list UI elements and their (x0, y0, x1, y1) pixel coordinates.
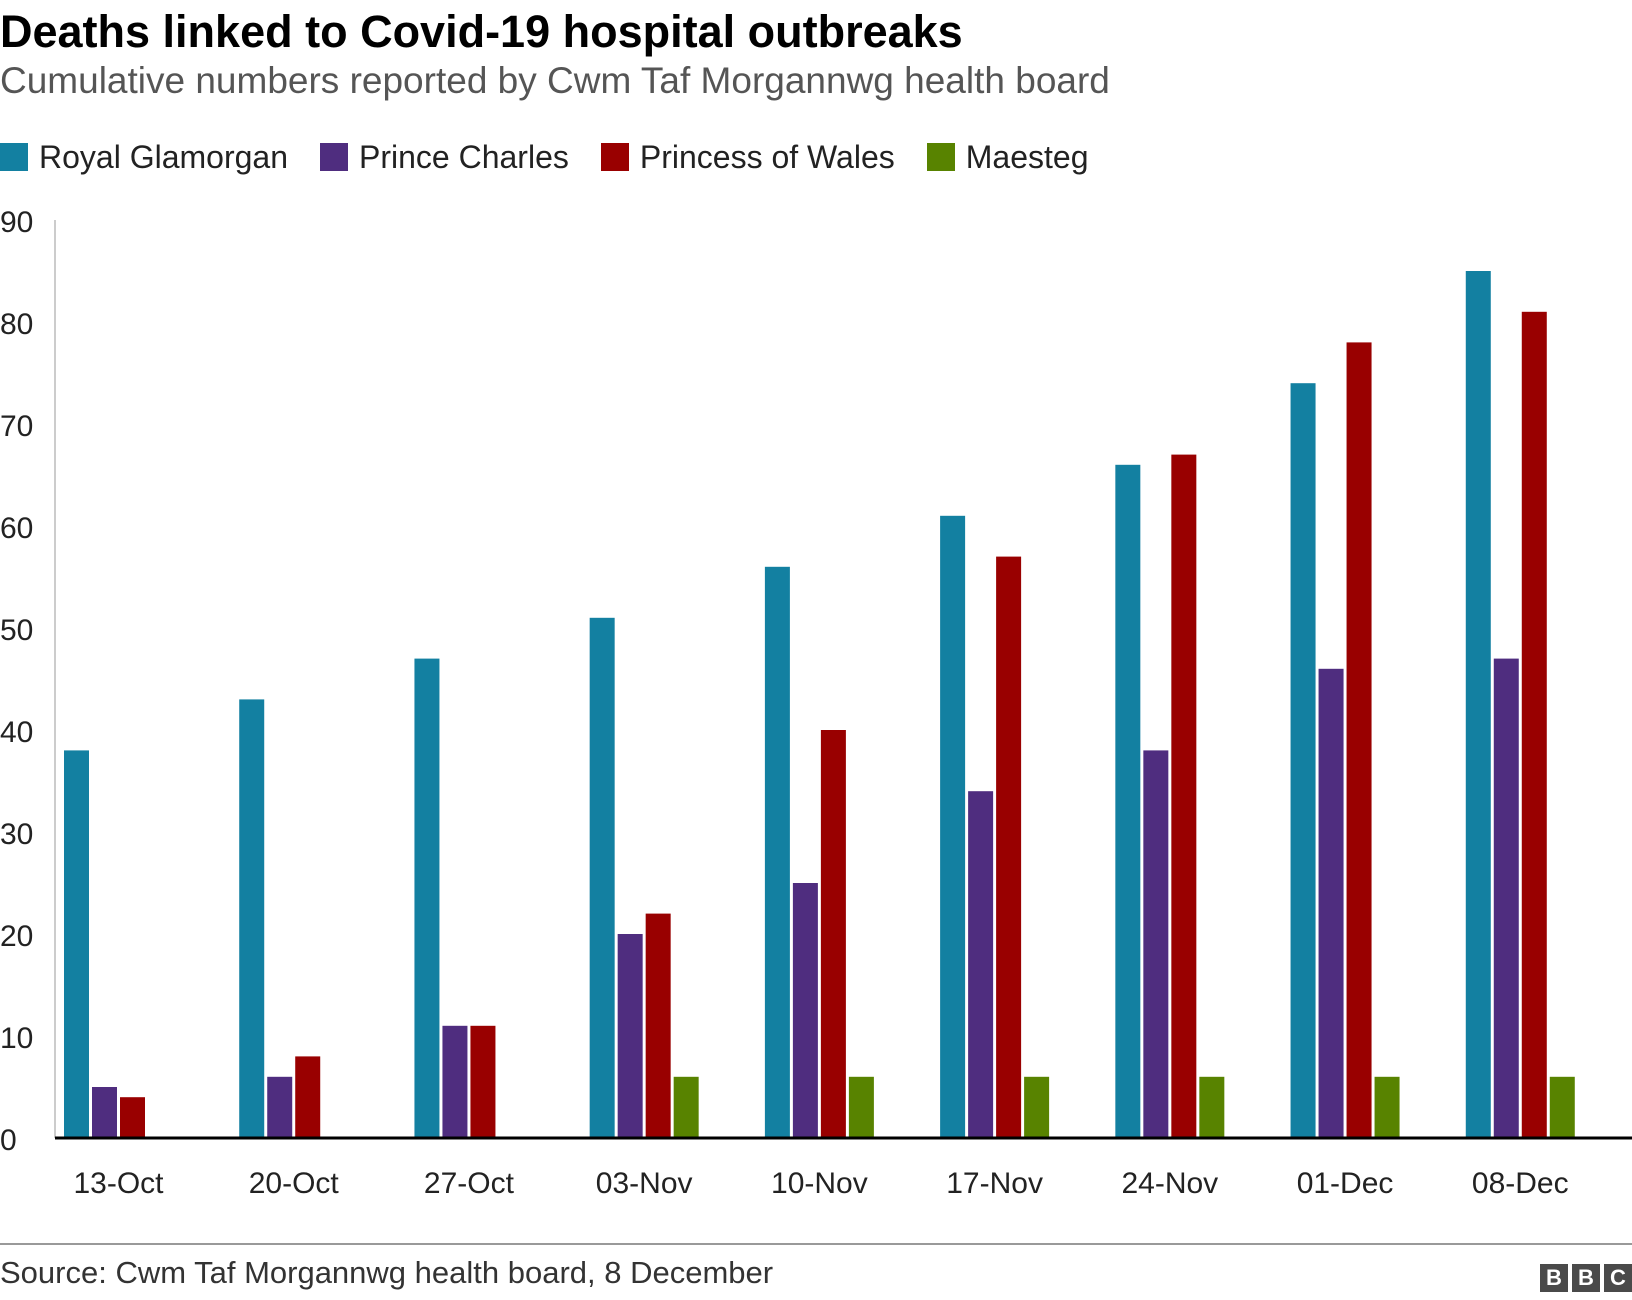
legend-label-royal-glamorgan: Royal Glamorgan (39, 138, 288, 175)
legend-swatch-prince-charles (320, 143, 348, 171)
legend-swatch-princess-of-wales (600, 143, 629, 171)
legend-item-prince-charles: Prince Charles (320, 139, 569, 176)
bar-maesteg-03-Nov (673, 1076, 699, 1138)
bar-royal-glamorgan-17-Nov (940, 515, 966, 1138)
legend-label-prince-charles: Prince Charles (359, 138, 569, 175)
x-tick-label-27-Oct: 27-Oct (424, 1167, 515, 1200)
y-tick-label-0: 0 (0, 1124, 17, 1157)
legend-label-princess-of-wales: Princess of Wales (639, 138, 895, 175)
bar-princess-of-wales-20-Oct (295, 1056, 321, 1138)
x-tick-label-08-Dec: 08-Dec (1472, 1167, 1569, 1200)
source-note: Source: Cwm Taf Morgannwg health board, … (0, 1255, 774, 1290)
x-tick-label-17-Nov: 17-Nov (946, 1167, 1043, 1200)
legend-item-princess-of-wales: Princess of Wales (600, 138, 895, 176)
chart-subtitle: Cumulative numbers reported by Cwm Taf M… (0, 60, 1110, 101)
bar-princess-of-wales-08-Dec (1521, 311, 1547, 1138)
bar-prince-charles-20-Oct (267, 1076, 293, 1138)
bar-prince-charles-13-Oct (92, 1087, 117, 1138)
bar-royal-glamorgan-24-Nov (1115, 464, 1141, 1138)
legend: Royal Glamorgan Prince Charles Princess … (0, 137, 1120, 177)
bar-prince-charles-17-Nov (968, 791, 994, 1138)
x-tick-label-20-Oct: 20-Oct (249, 1167, 340, 1200)
bar-prince-charles-03-Nov (617, 934, 643, 1138)
bar-royal-glamorgan-01-Dec (1290, 383, 1316, 1138)
bar-princess-of-wales-27-Oct (470, 1025, 496, 1138)
x-tick-label-10-Nov: 10-Nov (771, 1167, 868, 1200)
bar-maesteg-17-Nov (1024, 1076, 1050, 1138)
y-tick-label-70: 70 (0, 410, 33, 443)
bar-princess-of-wales-03-Nov (645, 913, 671, 1138)
bar-princess-of-wales-24-Nov (1171, 454, 1197, 1139)
bar-maesteg-10-Nov (848, 1076, 874, 1138)
bar-chart: 0 10 20 30 40 50 60 70 80 90 13-Oct 20-Oct 27-Oct 03-… (0, 206, 1632, 1200)
bar-princess-of-wales-13-Oct (120, 1097, 145, 1138)
bar-prince-charles-08-Dec (1493, 658, 1519, 1138)
y-tick-label-90: 90 (0, 206, 33, 239)
bar-maesteg-08-Dec (1549, 1076, 1575, 1138)
logo-letter-b1: B (1540, 1264, 1568, 1292)
x-tick-label-03-Nov: 03-Nov (596, 1167, 693, 1200)
bar-royal-glamorgan-13-Oct (64, 750, 89, 1138)
y-tick-label-40: 40 (0, 716, 33, 749)
bar-royal-glamorgan-10-Nov (764, 566, 790, 1138)
bar-prince-charles-27-Oct (442, 1025, 468, 1138)
legend-swatch-maesteg (926, 143, 955, 171)
x-tick-label-01-Dec: 01-Dec (1297, 1167, 1394, 1200)
bar-royal-glamorgan-03-Nov (589, 617, 615, 1138)
legend-label-maesteg: Maesteg (965, 138, 1089, 175)
bar-princess-of-wales-01-Dec (1346, 342, 1372, 1138)
bar-prince-charles-10-Nov (792, 883, 818, 1138)
footer-divider (0, 1243, 1632, 1245)
legend-item-maesteg: Maesteg (926, 138, 1089, 176)
y-tick-label-20: 20 (0, 920, 33, 953)
bar-maesteg-24-Nov (1199, 1076, 1225, 1138)
y-tick-label-80: 80 (0, 308, 33, 341)
legend-item-royal-glamorgan: Royal Glamorgan (0, 139, 288, 176)
y-tick-label-30: 30 (0, 818, 33, 851)
y-tick-label-10: 10 (0, 1022, 33, 1055)
bar-royal-glamorgan-08-Dec (1465, 271, 1491, 1138)
bbc-logo: B B C (1536, 1264, 1632, 1292)
bar-prince-charles-01-Dec (1318, 668, 1344, 1138)
y-tick-label-60: 60 (0, 512, 33, 545)
y-tick-label-50: 50 (0, 614, 33, 647)
x-tick-label-13-Oct: 13-Oct (73, 1167, 164, 1200)
bar-royal-glamorgan-20-Oct (239, 699, 265, 1138)
bar-prince-charles-24-Nov (1143, 750, 1169, 1138)
chart-title: Deaths linked to Covid-19 hospital outbr… (0, 6, 963, 57)
bar-princess-of-wales-10-Nov (820, 730, 846, 1138)
logo-letter-b2: B (1572, 1264, 1600, 1292)
bar-royal-glamorgan-27-Oct (414, 658, 440, 1138)
bar-maesteg-01-Dec (1374, 1076, 1400, 1138)
legend-swatch-royal-glamorgan (0, 143, 28, 171)
logo-letter-c: C (1604, 1264, 1632, 1292)
bar-princess-of-wales-17-Nov (996, 556, 1022, 1138)
x-tick-label-24-Nov: 24-Nov (1121, 1167, 1218, 1200)
